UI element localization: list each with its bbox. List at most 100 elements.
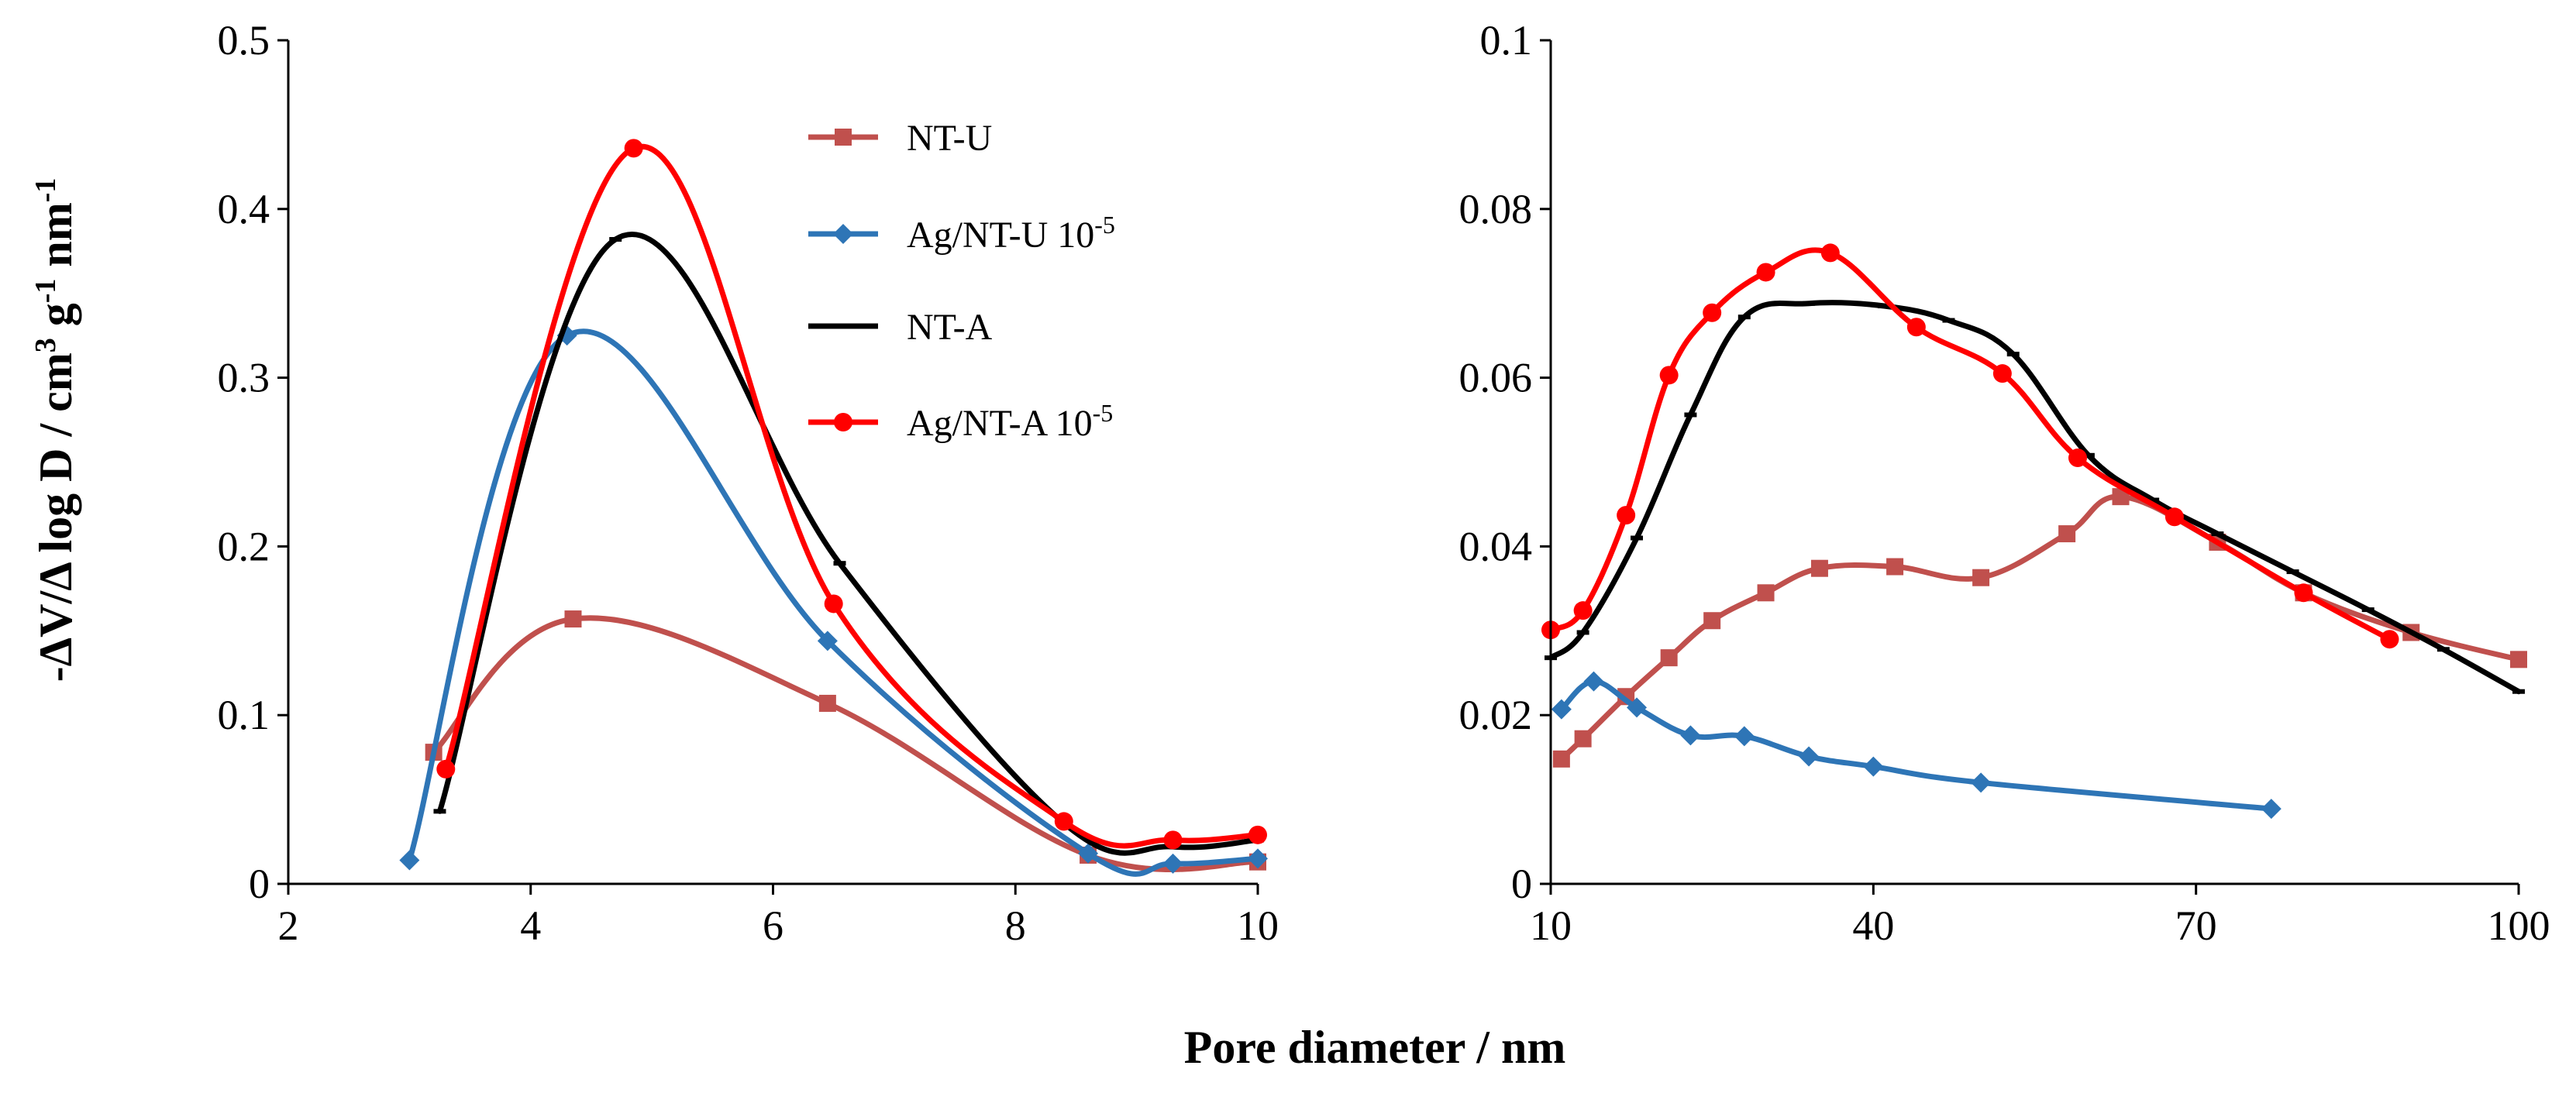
x-tick-label: 4 (520, 902, 541, 949)
legend-item-nt-a: NT-A (808, 307, 993, 348)
legend-item-ag-nt-a-10-5: Ag/NT-A 10-5 (808, 399, 1113, 444)
x-axis-title: Pore diameter / nm (1184, 1022, 1566, 1073)
point-ag-nt-a-10-5-1 (1573, 601, 1593, 620)
y-tick-label: 0.4 (218, 186, 270, 232)
legend-label: NT-U (907, 118, 992, 159)
point-nt-u-3 (1660, 649, 1678, 667)
point-ag-nt-a-10-5-6 (1820, 243, 1840, 263)
point-nt-u-8 (1972, 569, 1990, 586)
legend-label-superscript: -5 (1093, 399, 1114, 427)
point-ag-nt-u-10-5-4 (1162, 853, 1183, 874)
point-ag-nt-a-10-5-10 (2164, 507, 2184, 527)
legend-marker (837, 324, 849, 328)
point-nt-u-4 (1703, 612, 1721, 630)
point-nt-a-8 (2006, 352, 2020, 357)
point-nt-a-7 (1942, 318, 1955, 323)
point-nt-u-5 (1757, 584, 1775, 602)
point-ag-nt-u-10-5-8 (2261, 799, 2282, 820)
point-ag-nt-a-10-5-8 (1992, 364, 2012, 383)
legend-label: Ag/NT-A 10-5 (907, 399, 1113, 444)
point-ag-nt-u-10-5-4 (1734, 726, 1755, 747)
point-nt-a-1 (1576, 630, 1589, 635)
point-nt-a-5 (1803, 301, 1816, 306)
x-tick-label: 8 (1005, 902, 1026, 949)
line-nt-a (1548, 300, 2522, 695)
series-ag-nt-a-10-5 (436, 139, 1267, 850)
y-tick-label: 0.5 (218, 17, 270, 64)
legend: NT-UAg/NT-U 10-5NT-AAg/NT-A 10-5 (808, 118, 1115, 444)
legend-label-text: NT-A (907, 307, 993, 348)
point-ag-nt-a-10-5-2 (824, 594, 843, 614)
y-tick-label: 0.08 (1459, 186, 1533, 232)
point-nt-u-2 (818, 694, 836, 712)
legend-item-ag-nt-u-10-5: Ag/NT-U 10-5 (808, 211, 1115, 256)
point-ag-nt-u-10-5-3 (1078, 843, 1099, 864)
point-nt-a-14 (2437, 647, 2450, 652)
x-tick-label: 10 (1530, 902, 1572, 949)
point-nt-a-2 (1631, 535, 1644, 541)
legend-label-text: NT-U (907, 118, 992, 159)
point-ag-nt-u-10-5-0 (399, 850, 420, 871)
series-ag-nt-u-10-5 (399, 325, 1268, 877)
legend-label: NT-A (907, 307, 993, 348)
y-axis-title-superscript: -1 (29, 178, 62, 203)
point-ag-nt-u-10-5-3 (1680, 725, 1701, 746)
x-tick-label: 100 (2488, 902, 2550, 949)
point-nt-a-1 (609, 237, 622, 242)
y-tick-label: 0 (249, 861, 270, 907)
point-nt-a-4 (1737, 314, 1751, 320)
line-ag-nt-u-10-5 (406, 328, 1261, 877)
y-axis-title-superscript: 3 (29, 338, 62, 352)
x-tick-label: 2 (278, 902, 299, 949)
point-nt-u-0 (1552, 750, 1570, 768)
point-nt-a-10 (2147, 497, 2160, 503)
point-ag-nt-u-10-5-7 (1971, 772, 1992, 793)
y-tick-label: 0.2 (218, 523, 270, 569)
point-ag-nt-a-10-5-12 (2380, 630, 2399, 649)
point-ag-nt-u-10-5-5 (1799, 746, 1820, 767)
y-tick-label: 0 (1511, 861, 1532, 907)
y-axis-title-part: -ΔV/Δ log D / cm (30, 352, 81, 682)
point-ag-nt-a-10-5-5 (1756, 263, 1775, 282)
point-nt-u-14 (2510, 651, 2527, 669)
right-panel: 0 0.02 0.04 0.06 0.08 0.1 10 40 70 100 (1459, 17, 2550, 949)
point-nt-a-12 (2286, 569, 2299, 575)
point-ag-nt-u-10-5-6 (1863, 756, 1884, 777)
series-nt-u (425, 610, 1266, 873)
series-ag-nt-u-10-5 (1551, 671, 2282, 820)
line-ag-nt-u-10-5 (1558, 679, 2275, 812)
point-nt-a-3 (1684, 412, 1697, 418)
point-ag-nt-u-10-5-1 (1583, 671, 1604, 692)
legend-marker (835, 129, 852, 146)
x-tick-label: 10 (1237, 902, 1279, 949)
point-nt-a-15 (2512, 689, 2525, 694)
point-ag-nt-a-10-5-4 (1163, 830, 1183, 850)
y-axis-title-superscript: -1 (29, 279, 62, 304)
y-axis-title-part: g (30, 303, 81, 338)
point-nt-u-1 (1574, 730, 1592, 748)
legend-marker (833, 224, 853, 244)
point-nt-a-9 (2082, 452, 2095, 458)
point-nt-u-1 (564, 610, 582, 628)
legend-item-nt-u: NT-U (808, 118, 992, 159)
point-ag-nt-a-10-5-7 (1906, 318, 1926, 337)
point-ag-nt-u-10-5-2 (817, 631, 838, 651)
point-ag-nt-a-10-5-9 (2068, 449, 2088, 468)
y-axis-title: -ΔV/Δ log D / cm3 g-1 nm-1 (29, 178, 81, 682)
point-ag-nt-a-10-5-3 (1054, 812, 1073, 831)
legend-label-text: Ag/NT-A 10 (907, 403, 1093, 444)
legend-label-superscript: -5 (1094, 211, 1115, 239)
point-ag-nt-u-10-5-5 (1248, 848, 1268, 869)
point-nt-a-6 (1878, 304, 1891, 309)
point-nt-a-2 (833, 561, 846, 566)
y-tick-label: 0.1 (1480, 17, 1533, 64)
x-tick-label: 6 (763, 902, 783, 949)
series-nt-u (1552, 488, 2527, 768)
y-axis-title-part: nm (30, 202, 81, 278)
line-ag-nt-a-10-5 (1548, 247, 2392, 642)
line-nt-a (437, 232, 1261, 856)
line-ag-nt-a-10-5 (443, 143, 1261, 849)
x-tick-label: 70 (2175, 902, 2217, 949)
point-nt-a-13 (2361, 607, 2375, 613)
